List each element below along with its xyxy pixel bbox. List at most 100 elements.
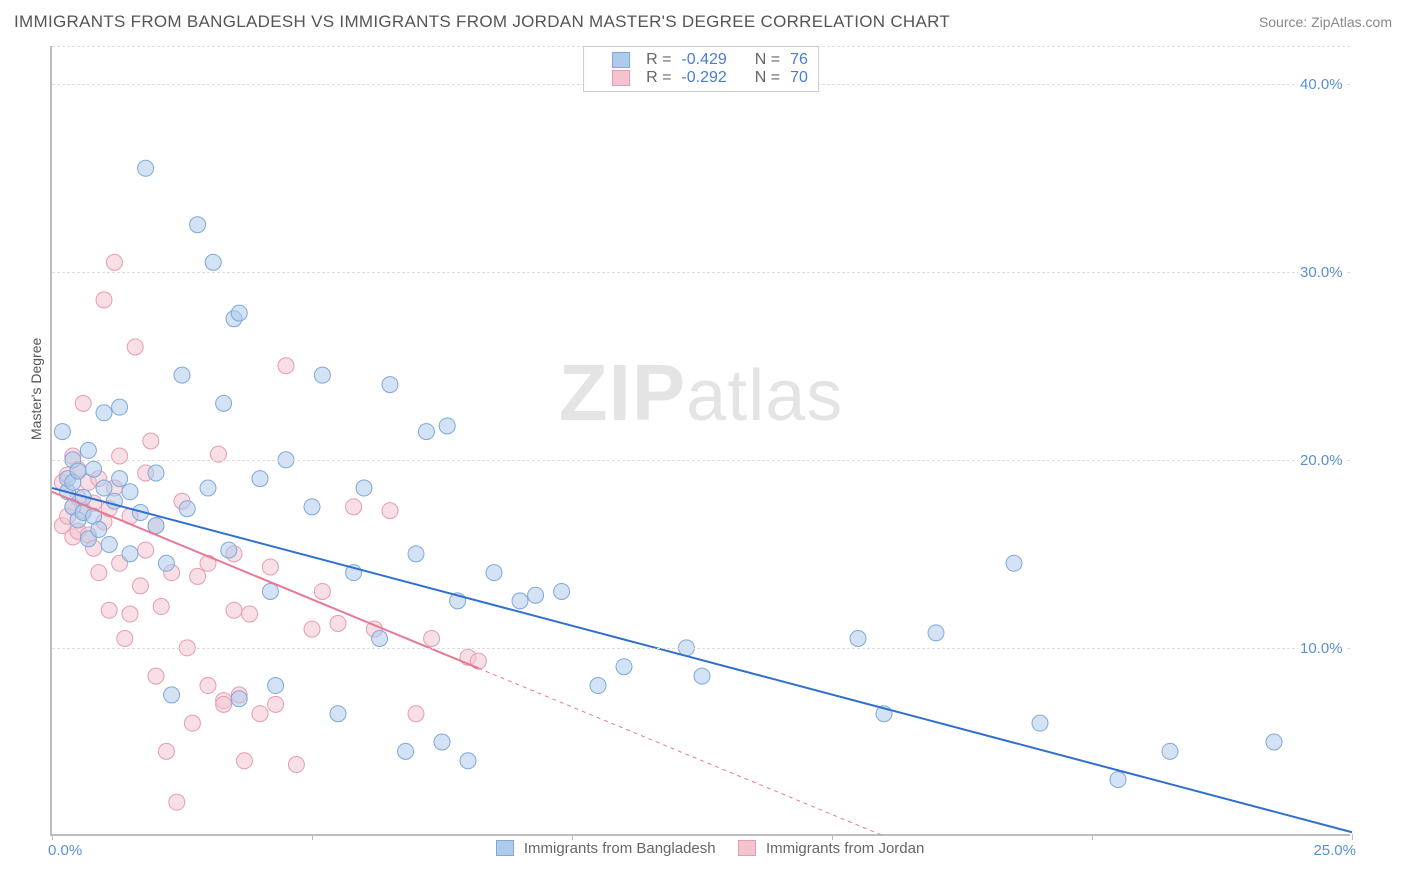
data-point xyxy=(91,565,107,581)
data-point xyxy=(268,696,284,712)
data-point xyxy=(70,463,86,479)
data-point xyxy=(850,631,866,647)
n-value-bangladesh: 76 xyxy=(790,51,808,69)
data-point xyxy=(346,499,362,515)
r-value-bangladesh: -0.429 xyxy=(681,51,726,69)
data-point xyxy=(314,583,330,599)
data-point xyxy=(216,696,232,712)
data-point xyxy=(174,367,190,383)
y-tick-label: 30.0% xyxy=(1298,264,1345,281)
data-point xyxy=(486,565,502,581)
x-tick-mark xyxy=(832,834,833,840)
data-point xyxy=(54,424,70,440)
plot-area: ZIPatlas R = -0.429 N = 76 R = -0.292 N … xyxy=(50,46,1350,836)
x-tick-mark xyxy=(1092,834,1093,840)
trend-line xyxy=(52,488,1352,832)
data-point xyxy=(112,448,128,464)
data-point xyxy=(86,461,102,477)
x-tick-mark xyxy=(572,834,573,840)
n-value-jordan: 70 xyxy=(790,69,808,87)
swatch-bangladesh-icon xyxy=(612,52,630,68)
data-point xyxy=(928,625,944,641)
data-point xyxy=(330,615,346,631)
data-point xyxy=(138,542,154,558)
data-point xyxy=(252,706,268,722)
data-point xyxy=(148,518,164,534)
source-text: Source: ZipAtlas.com xyxy=(1259,14,1392,30)
data-point xyxy=(418,424,434,440)
data-point xyxy=(184,715,200,731)
data-point xyxy=(91,521,107,537)
data-point xyxy=(148,668,164,684)
data-point xyxy=(252,471,268,487)
gridline xyxy=(52,272,1350,273)
y-tick-label: 20.0% xyxy=(1298,452,1345,469)
data-point xyxy=(278,358,294,374)
data-point xyxy=(122,546,138,562)
data-point xyxy=(216,395,232,411)
data-point xyxy=(372,631,388,647)
stats-row-bangladesh: R = -0.429 N = 76 xyxy=(594,51,808,69)
data-point xyxy=(439,418,455,434)
data-point xyxy=(143,433,159,449)
data-point xyxy=(164,687,180,703)
data-point xyxy=(398,743,414,759)
r-label: R = xyxy=(646,69,671,87)
data-point xyxy=(1162,743,1178,759)
data-point xyxy=(408,706,424,722)
chart-title: IMMIGRANTS FROM BANGLADESH VS IMMIGRANTS… xyxy=(14,12,950,32)
data-point xyxy=(190,568,206,584)
chart-canvas xyxy=(52,46,1350,834)
data-point xyxy=(122,606,138,622)
data-point xyxy=(122,484,138,500)
data-point xyxy=(288,757,304,773)
swatch-jordan-icon xyxy=(612,70,630,86)
data-point xyxy=(382,377,398,393)
data-point xyxy=(356,480,372,496)
data-point xyxy=(1110,772,1126,788)
data-point xyxy=(616,659,632,675)
legend-swatch-bangladesh-icon xyxy=(496,840,514,856)
data-point xyxy=(554,583,570,599)
data-point xyxy=(242,606,258,622)
data-point xyxy=(694,668,710,684)
r-value-jordan: -0.292 xyxy=(681,69,726,87)
r-label: R = xyxy=(646,51,671,69)
data-point xyxy=(132,578,148,594)
data-point xyxy=(221,542,237,558)
data-point xyxy=(330,706,346,722)
data-point xyxy=(226,602,242,618)
gridline xyxy=(52,648,1350,649)
data-point xyxy=(262,559,278,575)
data-point xyxy=(528,587,544,603)
stats-legend: R = -0.429 N = 76 R = -0.292 N = 70 xyxy=(583,46,819,92)
y-tick-label: 40.0% xyxy=(1298,76,1345,93)
data-point xyxy=(179,501,195,517)
data-point xyxy=(1032,715,1048,731)
data-point xyxy=(200,678,216,694)
data-point xyxy=(148,465,164,481)
data-point xyxy=(314,367,330,383)
data-point xyxy=(231,691,247,707)
data-point xyxy=(158,743,174,759)
n-label: N = xyxy=(755,51,780,69)
data-point xyxy=(424,631,440,647)
data-point xyxy=(153,599,169,615)
data-point xyxy=(190,217,206,233)
data-point xyxy=(158,555,174,571)
data-point xyxy=(1266,734,1282,750)
x-tick-mark xyxy=(1352,834,1353,840)
legend-swatch-jordan-icon xyxy=(738,840,756,856)
trend-line-extrapolated xyxy=(478,668,884,836)
data-point xyxy=(200,480,216,496)
data-point xyxy=(117,631,133,647)
data-point xyxy=(112,471,128,487)
data-point xyxy=(304,499,320,515)
x-tick-mark xyxy=(312,834,313,840)
data-point xyxy=(382,503,398,519)
data-point xyxy=(434,734,450,750)
data-point xyxy=(75,395,91,411)
data-point xyxy=(96,292,112,308)
stats-row-jordan: R = -0.292 N = 70 xyxy=(594,69,808,87)
data-point xyxy=(112,399,128,415)
